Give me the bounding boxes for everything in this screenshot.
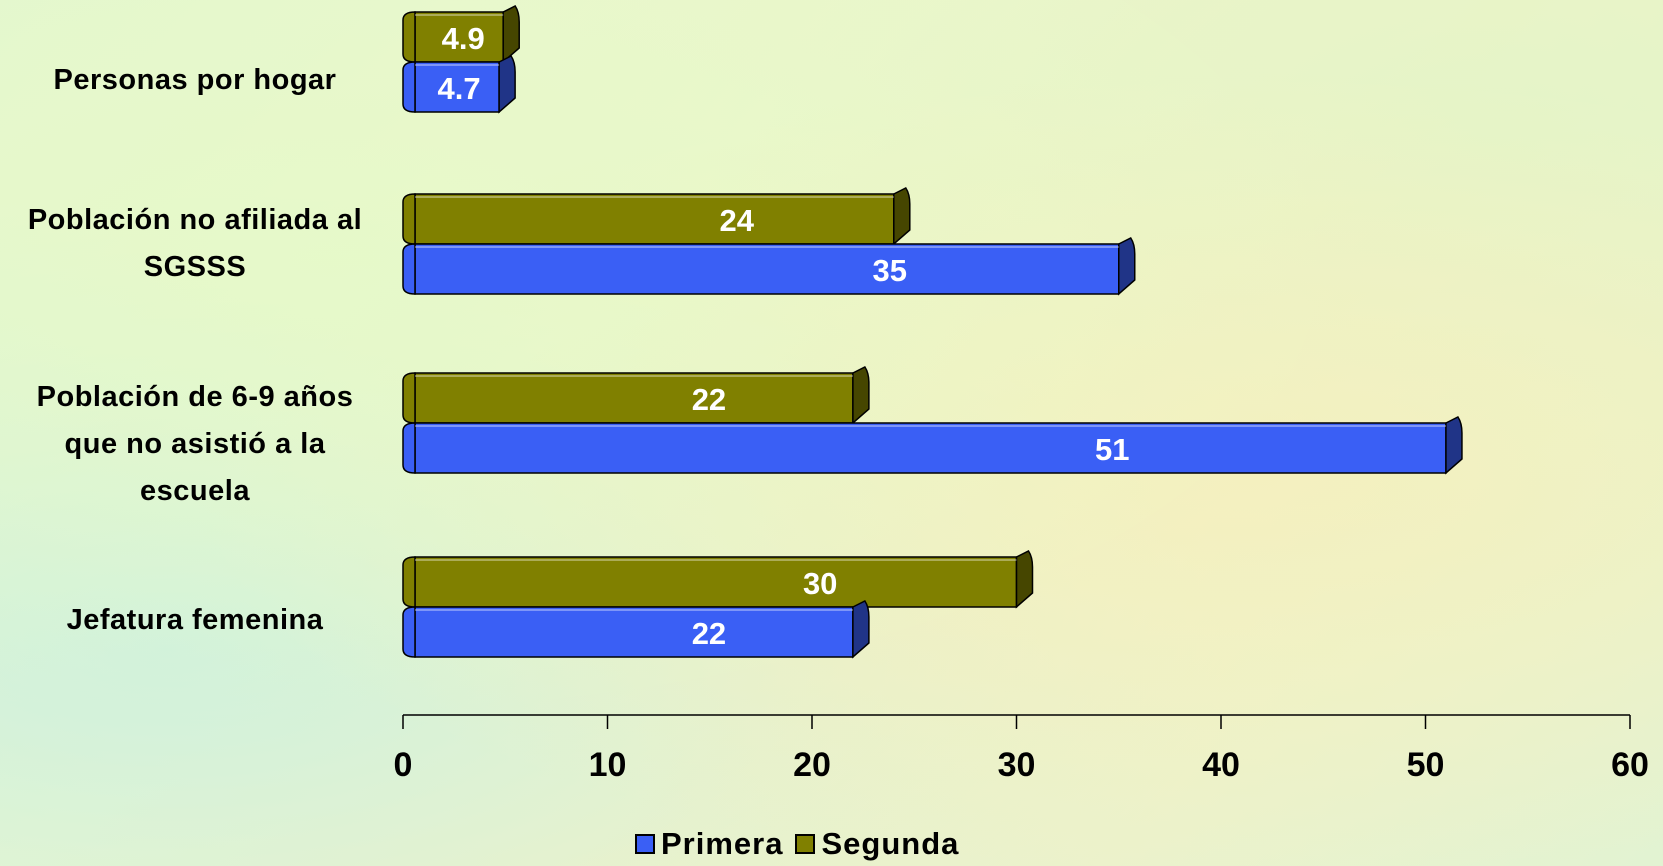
legend-swatch-segunda — [795, 834, 816, 854]
legend-label-segunda: Segunda — [821, 826, 960, 861]
bar-segunda-end — [1015, 550, 1034, 609]
bar-segunda-end — [893, 187, 911, 246]
bar-segunda — [414, 11, 504, 63]
legend-item-segunda: Segunda — [795, 826, 959, 862]
x-tick-label: 60 — [1611, 746, 1649, 784]
bar-primera-end — [1118, 237, 1136, 296]
category-label: Jefatura femenina — [66, 603, 324, 636]
data-label-primera: 22 — [692, 616, 726, 651]
bar-primera-cap — [402, 606, 416, 658]
data-label-segunda: 24 — [720, 203, 755, 238]
data-label-segunda: 4.9 — [442, 21, 485, 56]
data-label-primera: 51 — [1095, 432, 1129, 467]
bar-segunda — [414, 372, 854, 424]
bar-primera — [414, 243, 1120, 295]
legend-label-primera: Primera — [661, 826, 784, 861]
legend-swatch-primera — [635, 834, 655, 854]
bar-primera-cap — [402, 422, 416, 474]
x-tick-label: 10 — [589, 746, 627, 784]
bar-segunda-end — [502, 5, 520, 64]
bar-segunda-cap — [402, 556, 416, 608]
bar-segunda — [414, 556, 1018, 608]
category-label: Personas por hogar — [53, 63, 337, 96]
bar-primera-cap — [402, 61, 416, 113]
x-tick-label: 40 — [1202, 746, 1240, 784]
bar-segunda — [414, 193, 895, 245]
data-label-primera: 35 — [872, 253, 906, 288]
legend: Primera Segunda — [635, 826, 971, 862]
bar-segunda-cap — [402, 193, 416, 245]
category-label: Población de 6-9 años que no asistió a l… — [36, 380, 354, 507]
data-label-primera: 4.7 — [438, 71, 481, 106]
x-tick-label: 20 — [793, 746, 831, 784]
bar-segunda-end — [852, 366, 870, 425]
data-label-segunda: 30 — [803, 566, 837, 601]
bar-primera-end — [852, 600, 870, 659]
x-tick-label: 50 — [1407, 746, 1445, 784]
x-tick-label: 0 — [394, 746, 413, 784]
bar-primera-cap — [402, 243, 416, 295]
bar-segunda-cap — [402, 11, 416, 63]
bar-segunda-cap — [402, 372, 416, 424]
x-tick-label: 30 — [998, 746, 1036, 784]
legend-item-primera: Primera — [635, 826, 783, 862]
bar-primera-end — [498, 55, 516, 114]
category-label: Población no afiliada al SGSSS — [27, 204, 363, 283]
bar-primera — [414, 606, 854, 658]
bar-primera-end — [1445, 416, 1463, 475]
bar-primera — [414, 422, 1447, 474]
data-label-segunda: 22 — [692, 382, 726, 417]
